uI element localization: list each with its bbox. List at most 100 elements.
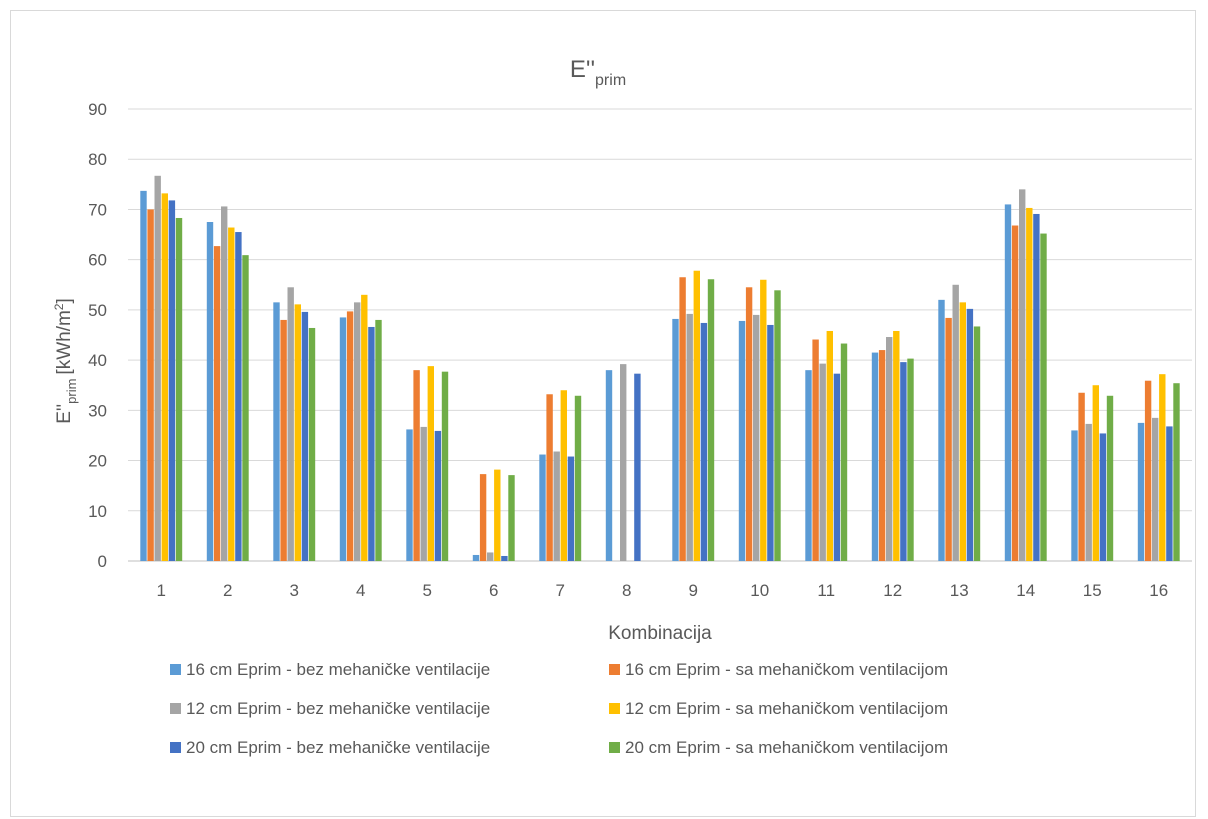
legend-swatch-6 <box>609 742 620 753</box>
bar-series-2-cat-15 <box>1078 392 1085 561</box>
y-axis-title-end: ] <box>54 298 75 303</box>
bar-series-4-cat-15 <box>1092 385 1099 561</box>
bar-series-6-cat-2 <box>242 255 249 561</box>
x-tick-label-16: 16 <box>1149 581 1168 600</box>
bar-series-2-cat-9 <box>679 277 686 561</box>
bar-series-3-cat-14 <box>1019 189 1026 561</box>
legend-label-1: 16 cm Eprim - bez mehaničke ventilacije <box>186 660 490 679</box>
bar-series-3-cat-8 <box>620 364 627 561</box>
y-tick-label-20: 20 <box>88 452 107 471</box>
bar-series-6-cat-14 <box>1040 233 1047 561</box>
x-tick-label-7: 7 <box>556 581 565 600</box>
bar-series-6-cat-6 <box>508 475 515 561</box>
x-tick-label-2: 2 <box>223 581 232 600</box>
bar-series-1-cat-2 <box>206 222 214 561</box>
bar-series-4-cat-14 <box>1026 207 1033 561</box>
chart-title-main: E'' <box>570 56 595 83</box>
y-axis-title-sub: prim <box>64 379 79 404</box>
x-tick-label-8: 8 <box>622 581 631 600</box>
bar-series-1-cat-11 <box>805 370 812 561</box>
legend-label-4: 12 cm Eprim - sa mehaničkom ventilacijom <box>625 699 948 718</box>
bar-series-3-cat-4 <box>354 302 361 561</box>
bar-series-4-cat-4 <box>361 294 368 561</box>
y-axis-title-main: E'' <box>54 404 75 424</box>
bar-series-4-cat-5 <box>427 366 434 561</box>
bar-series-6-cat-9 <box>707 279 715 561</box>
bar-series-2-cat-10 <box>745 287 753 561</box>
bar-series-2-cat-16 <box>1144 380 1152 561</box>
bar-series-5-cat-8 <box>634 373 641 561</box>
bar-series-5-cat-6 <box>501 555 508 561</box>
bar-series-4-cat-6 <box>494 469 501 561</box>
bar-series-5-cat-3 <box>301 311 309 561</box>
legend-swatch-4 <box>609 703 620 714</box>
chart-title-sub: prim <box>595 72 626 89</box>
y-tick-label-0: 0 <box>98 552 107 571</box>
x-tick-label-10: 10 <box>750 581 769 600</box>
bar-series-4-cat-12 <box>893 330 900 561</box>
bar-series-1-cat-10 <box>738 320 746 561</box>
chart-title: E''prim <box>570 56 626 89</box>
bar-series-6-cat-13 <box>973 326 981 561</box>
bars <box>140 175 1180 562</box>
y-tick-label-10: 10 <box>88 502 107 521</box>
legend: 16 cm Eprim - bez mehaničke ventilacije 1… <box>170 660 948 757</box>
y-tick-label-30: 30 <box>88 401 107 420</box>
bar-series-1-cat-6 <box>472 554 480 561</box>
bar-series-3-cat-7 <box>553 451 560 561</box>
bar-series-2-cat-2 <box>213 246 221 561</box>
bar-series-3-cat-9 <box>686 313 693 561</box>
legend-label-6: 20 cm Eprim - sa mehaničkom ventilacijom <box>625 738 948 757</box>
bar-series-3-cat-12 <box>886 337 893 561</box>
y-axis-title-unit: [kWh/m <box>54 310 75 374</box>
x-tick-label-1: 1 <box>157 581 166 600</box>
legend-label-2: 16 cm Eprim - sa mehaničkom ventilacijom <box>625 660 948 679</box>
bar-series-6-cat-1 <box>175 217 183 561</box>
bar-series-5-cat-15 <box>1099 433 1107 561</box>
x-tick-label-15: 15 <box>1083 581 1102 600</box>
y-tick-label-40: 40 <box>88 351 107 370</box>
bar-series-6-cat-15 <box>1106 395 1114 561</box>
bar-series-2-cat-4 <box>346 311 354 561</box>
x-tick-label-14: 14 <box>1016 581 1035 600</box>
y-tick-label-60: 60 <box>88 251 107 270</box>
bar-series-4-cat-10 <box>760 279 767 561</box>
bar-series-3-cat-6 <box>487 552 494 561</box>
bar-series-1-cat-7 <box>539 454 546 561</box>
bar-series-1-cat-9 <box>672 318 679 561</box>
bar-series-5-cat-16 <box>1166 426 1173 561</box>
bar-series-4-cat-9 <box>693 270 700 561</box>
bar-series-3-cat-3 <box>287 287 294 561</box>
bar-series-1-cat-8 <box>605 370 613 561</box>
bar-series-5-cat-11 <box>833 373 841 561</box>
x-tick-label-5: 5 <box>423 581 432 600</box>
x-tick-label-11: 11 <box>817 581 835 600</box>
bar-series-3-cat-1 <box>154 175 161 561</box>
bar-series-6-cat-7 <box>574 395 582 561</box>
bar-series-2-cat-5 <box>413 370 420 561</box>
bar-series-4-cat-1 <box>161 193 168 561</box>
x-tick-label-3: 3 <box>290 581 299 600</box>
y-tick-label-90: 90 <box>88 100 107 119</box>
bar-series-6-cat-3 <box>308 327 316 561</box>
bar-series-1-cat-1 <box>140 190 147 561</box>
bar-series-3-cat-13 <box>952 284 959 561</box>
y-axis-tick-labels: 0 10 20 30 40 50 60 70 80 90 <box>88 100 107 571</box>
bar-series-5-cat-5 <box>434 430 442 561</box>
bar-series-4-cat-13 <box>959 302 966 561</box>
bar-series-1-cat-3 <box>273 302 280 561</box>
bar-series-5-cat-9 <box>700 322 708 561</box>
bar-series-6-cat-11 <box>840 343 848 561</box>
bar-series-4-cat-2 <box>228 227 235 561</box>
bar-series-1-cat-12 <box>871 352 879 561</box>
bar-series-4-cat-11 <box>826 330 833 561</box>
bar-series-5-cat-7 <box>567 456 575 561</box>
bar-series-6-cat-10 <box>774 290 781 561</box>
y-tick-label-70: 70 <box>88 200 107 219</box>
legend-swatch-5 <box>170 742 181 753</box>
bar-series-2-cat-3 <box>280 319 287 561</box>
bar-series-3-cat-2 <box>221 206 228 562</box>
x-axis-title: Kombinacija <box>608 623 712 644</box>
bar-series-2-cat-14 <box>1011 225 1019 561</box>
